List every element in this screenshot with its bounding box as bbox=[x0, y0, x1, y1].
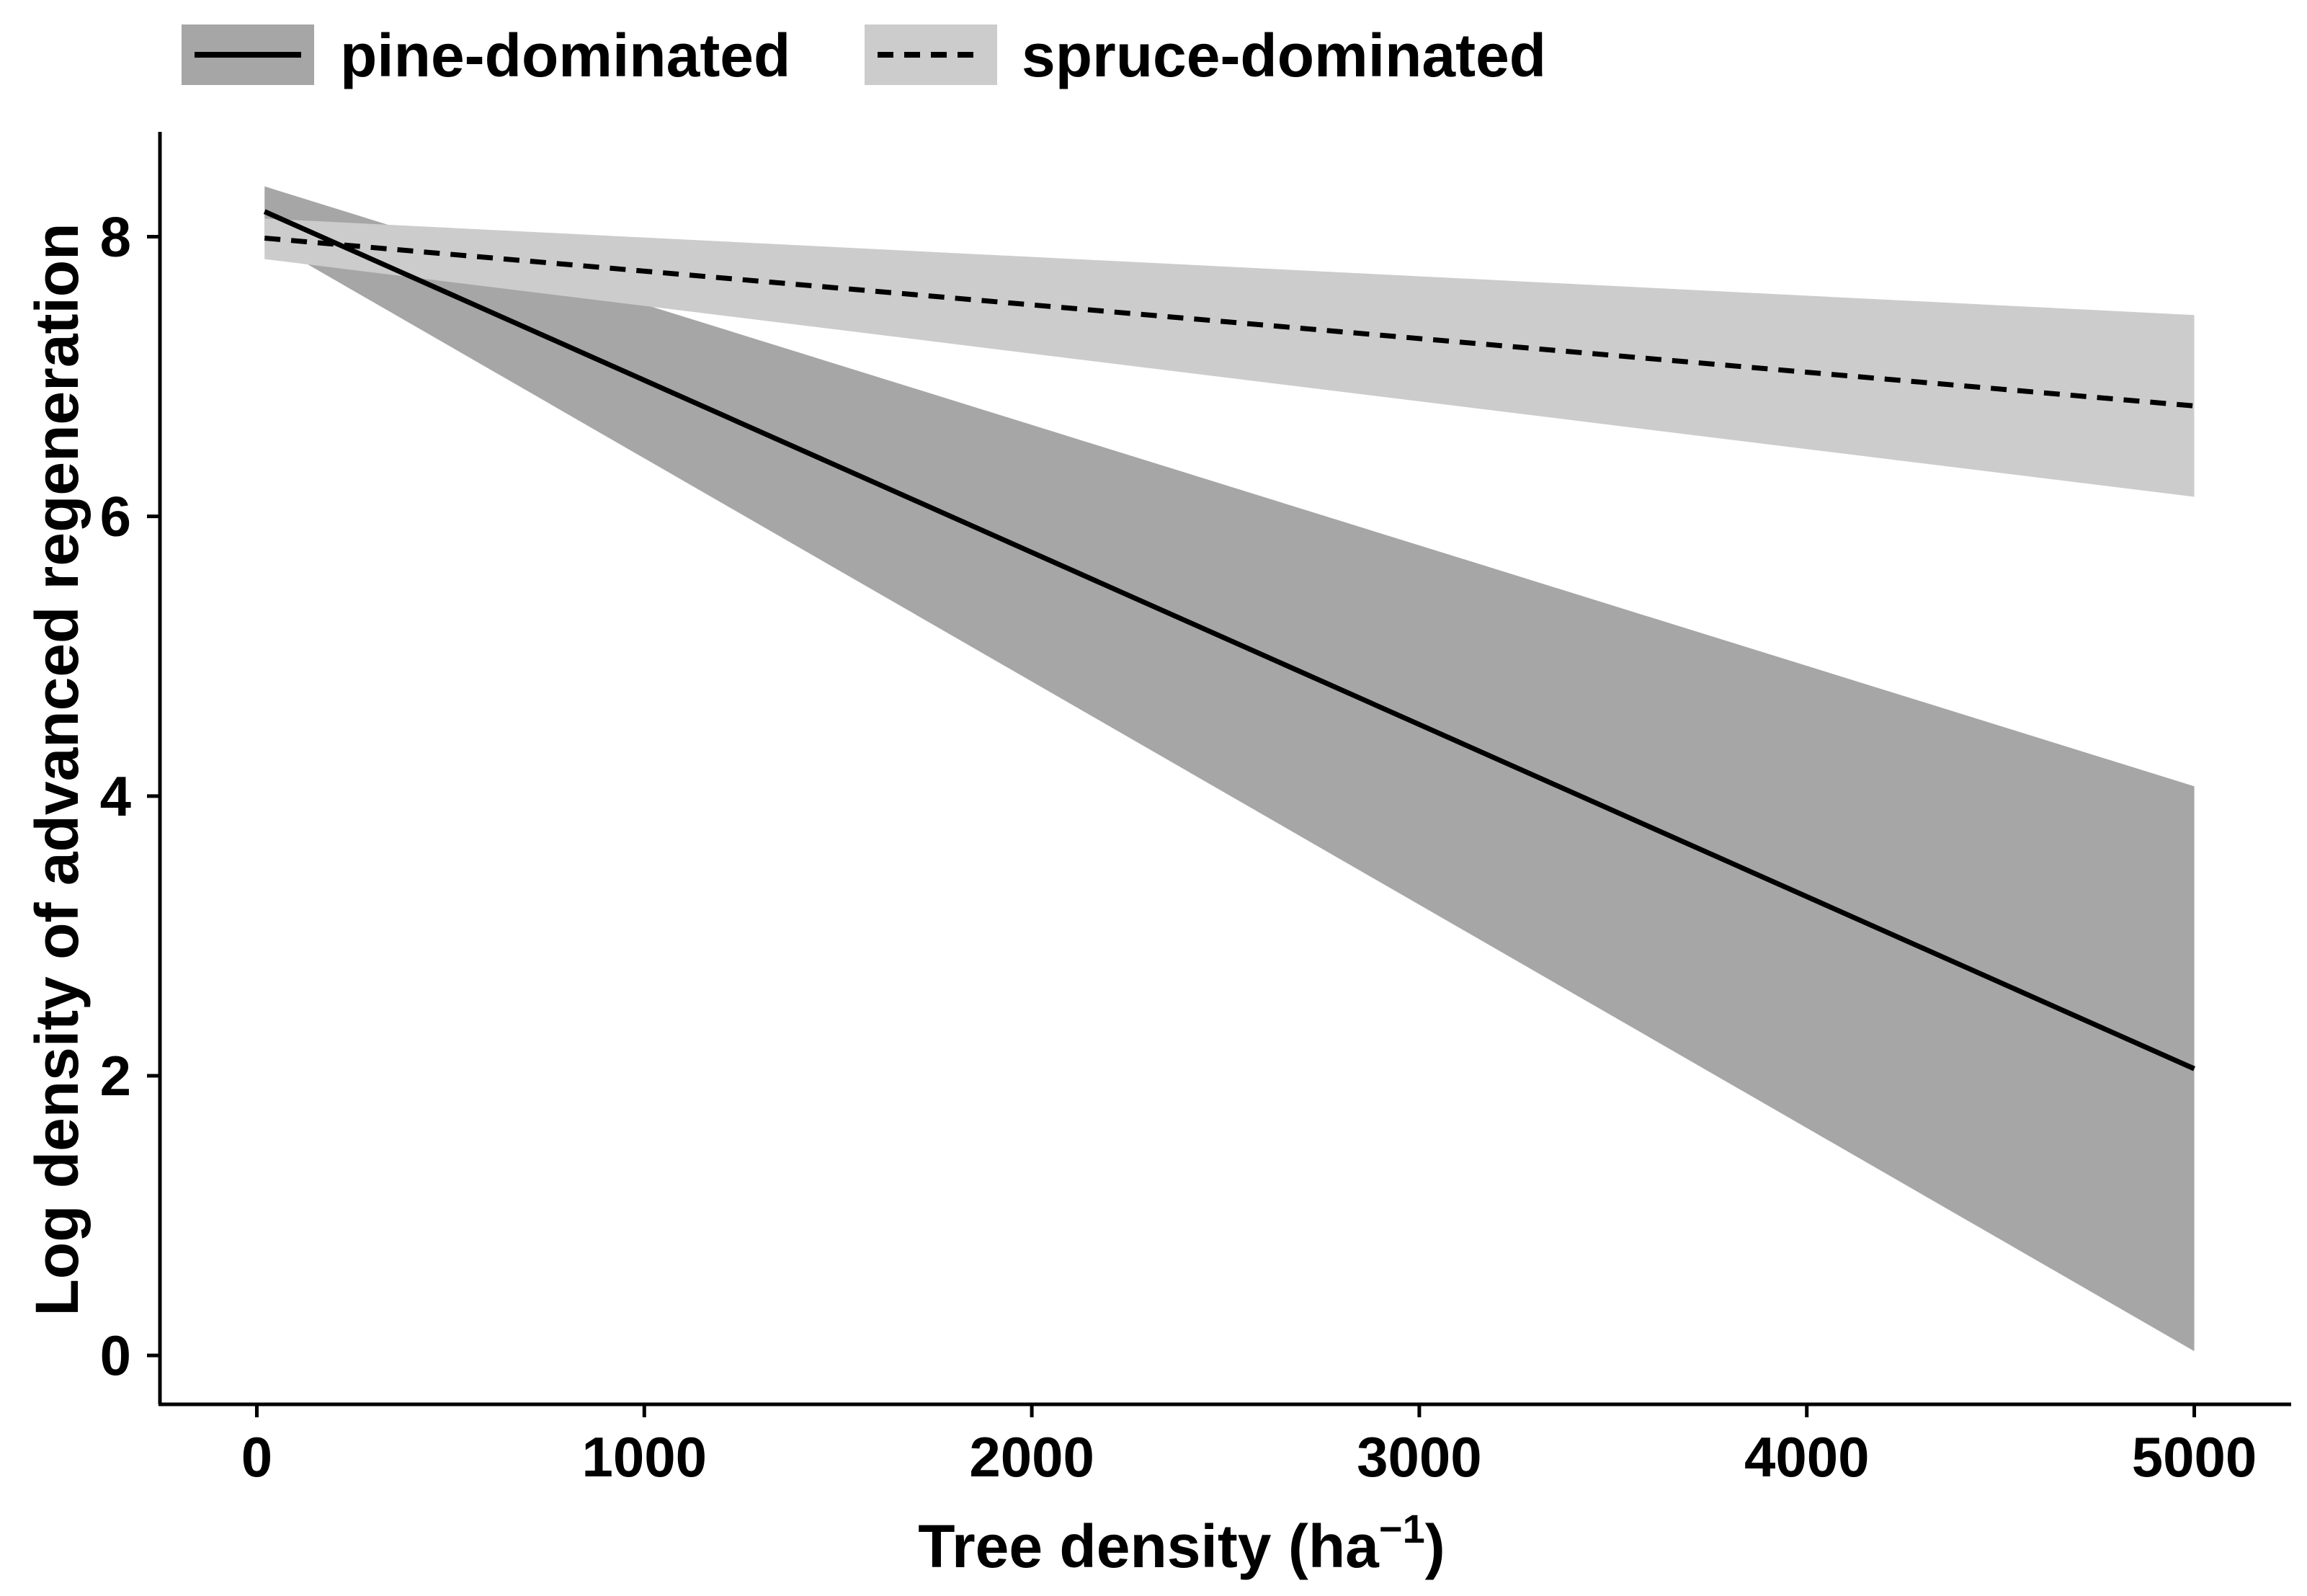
x-axis-title: Tree density (ha−1) bbox=[918, 1506, 1445, 1580]
y-tick-label: 4 bbox=[100, 764, 131, 828]
x-ticks: 0 1000 2000 3000 4000 5000 bbox=[241, 1404, 2257, 1489]
x-tick-label: 0 bbox=[241, 1425, 272, 1489]
legend-label-spruce-dominated: spruce-dominated bbox=[1022, 22, 1546, 89]
x-tick-label: 5000 bbox=[2132, 1425, 2257, 1489]
x-tick-label: 1000 bbox=[582, 1425, 708, 1489]
confidence-bands bbox=[264, 186, 2195, 1352]
y-ticks: 0 2 4 6 8 bbox=[100, 205, 160, 1387]
legend-label-pine-dominated: pine-dominated bbox=[340, 22, 790, 89]
confidence-band-spruce-dominated bbox=[264, 218, 2195, 497]
x-tick-label: 2000 bbox=[969, 1425, 1094, 1489]
y-tick-label: 0 bbox=[100, 1324, 131, 1387]
y-axis-title: Log density of advanced regeneration bbox=[23, 223, 91, 1316]
x-tick-label: 3000 bbox=[1357, 1425, 1482, 1489]
confidence-band-pine-dominated bbox=[264, 186, 2195, 1352]
y-tick-label: 8 bbox=[100, 205, 131, 269]
y-tick-label: 6 bbox=[100, 485, 131, 548]
fit-line-pine-dominated bbox=[263, 209, 2195, 1071]
axes bbox=[158, 132, 2291, 1406]
fit-lines bbox=[263, 209, 2195, 1071]
fit-line-spruce-dominated bbox=[264, 236, 2195, 409]
legend: pine-dominated spruce-dominated bbox=[182, 22, 1546, 89]
y-tick-label: 2 bbox=[100, 1044, 131, 1107]
x-tick-label: 4000 bbox=[1744, 1425, 1870, 1489]
